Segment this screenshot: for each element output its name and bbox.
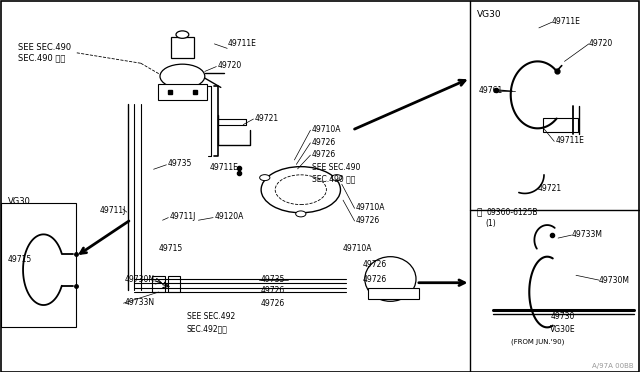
Ellipse shape: [365, 257, 416, 301]
Circle shape: [176, 31, 189, 38]
Text: A/97A 00BB: A/97A 00BB: [592, 363, 634, 369]
Text: 49726: 49726: [363, 260, 387, 269]
Text: 49726: 49726: [312, 138, 336, 147]
Circle shape: [260, 175, 270, 181]
Text: SEE SEC.490: SEE SEC.490: [312, 163, 360, 172]
Text: 49120A: 49120A: [214, 212, 244, 221]
Text: SEC.490 参照: SEC.490 参照: [312, 175, 355, 184]
Circle shape: [275, 175, 326, 205]
Text: 49726: 49726: [363, 275, 387, 283]
Bar: [168, 276, 180, 292]
Text: 09360-6125B: 09360-6125B: [486, 208, 538, 217]
Text: 49735: 49735: [168, 159, 192, 168]
Text: 49730M: 49730M: [599, 276, 630, 285]
Text: 49720: 49720: [218, 61, 242, 70]
Text: 49711E: 49711E: [210, 163, 239, 172]
Text: SEC.490 参照: SEC.490 参照: [18, 53, 65, 62]
Text: (1): (1): [485, 219, 496, 228]
Text: SEE SEC.492: SEE SEC.492: [187, 312, 235, 321]
Text: 49735: 49735: [260, 275, 285, 283]
Circle shape: [332, 175, 342, 181]
Ellipse shape: [160, 64, 205, 89]
Text: 49710A: 49710A: [343, 244, 372, 253]
Text: VG30: VG30: [477, 10, 501, 19]
Text: 49726: 49726: [260, 286, 285, 295]
Text: VG30: VG30: [8, 198, 31, 206]
Text: 49711E: 49711E: [556, 136, 584, 145]
Bar: [1, 203, 76, 327]
Text: SEC.492参照: SEC.492参照: [187, 325, 228, 334]
Bar: [152, 276, 165, 292]
Text: 49711E: 49711E: [552, 17, 580, 26]
Text: 49733M: 49733M: [572, 230, 602, 239]
Circle shape: [261, 167, 340, 213]
Text: 49721: 49721: [255, 114, 279, 123]
Bar: [368, 288, 419, 299]
Text: 49715: 49715: [159, 244, 183, 253]
Text: 49733N: 49733N: [125, 298, 155, 307]
Text: 49711E: 49711E: [227, 39, 256, 48]
Text: 49726: 49726: [356, 216, 380, 225]
Text: 49711J: 49711J: [170, 212, 196, 221]
Text: Ⓢ: Ⓢ: [477, 208, 482, 217]
Text: 49715: 49715: [8, 255, 32, 264]
Bar: [158, 84, 207, 100]
Bar: [543, 118, 578, 132]
Text: SEE SEC.490: SEE SEC.490: [18, 43, 71, 52]
Bar: [171, 37, 194, 58]
Text: 49726: 49726: [312, 150, 336, 159]
Text: 49730N: 49730N: [125, 275, 155, 283]
Text: 49726: 49726: [260, 299, 285, 308]
Text: 49710A: 49710A: [312, 125, 341, 134]
Text: 49720: 49720: [589, 39, 613, 48]
Circle shape: [296, 211, 306, 217]
Text: 49721: 49721: [538, 185, 562, 193]
Text: (FROM JUN.'90): (FROM JUN.'90): [511, 338, 564, 345]
Text: 49761: 49761: [479, 86, 503, 94]
Text: 49730: 49730: [550, 312, 575, 321]
Text: 49710A: 49710A: [356, 203, 385, 212]
Text: 49711J: 49711J: [99, 206, 125, 215]
Text: VG30E: VG30E: [550, 325, 576, 334]
